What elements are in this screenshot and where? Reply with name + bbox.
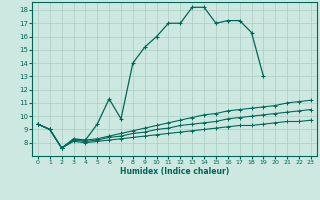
X-axis label: Humidex (Indice chaleur): Humidex (Indice chaleur) — [120, 167, 229, 176]
